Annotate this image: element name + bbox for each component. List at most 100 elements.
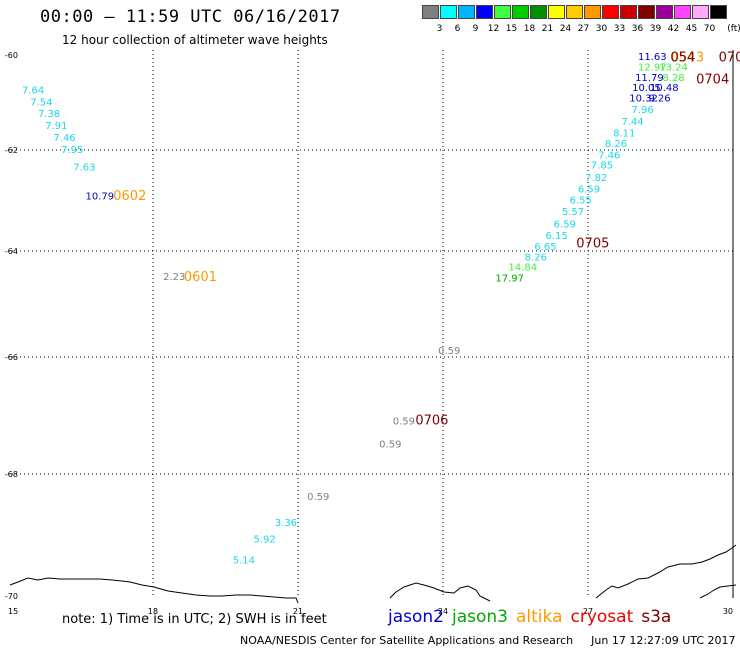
legend-label: 42 [667, 24, 680, 34]
legend-swatch [692, 5, 709, 19]
legend-swatch [710, 5, 727, 19]
wave-height-label: 7.44 [621, 117, 643, 128]
legend-label: 33 [613, 24, 626, 34]
legend-swatch [458, 5, 475, 19]
satellite-name: jason3 [452, 607, 508, 627]
pass-time-label: 0704 [696, 73, 729, 88]
wave-height-label: 7.96 [631, 105, 653, 116]
legend-swatch [422, 5, 439, 19]
wave-height-label: 0.59 [393, 416, 415, 427]
wave-height-label: 11.63 [638, 52, 667, 63]
wave-height-label: 7.38 [38, 109, 60, 120]
x-tick-label: 30 [723, 607, 733, 616]
x-tick-label: 18 [148, 607, 158, 616]
satellite-name: cryosat [570, 607, 634, 627]
legend-swatch [548, 5, 565, 19]
legend-swatch [620, 5, 637, 19]
coastline-path [9, 544, 737, 604]
legend-label: 9 [472, 24, 479, 34]
x-tick-label: 24 [438, 607, 448, 616]
wave-height-label: 12.97 [638, 63, 667, 74]
map-subtitle: 12 hour collection of altimeter wave hei… [62, 33, 328, 47]
wave-height-label: 7.95 [61, 145, 83, 156]
satellite-name: altika [516, 607, 563, 627]
legend-swatch [656, 5, 673, 19]
wave-height-label: 7.46 [53, 133, 75, 144]
legend-label: 18 [523, 24, 536, 34]
wave-height-label: 6.55 [570, 196, 592, 207]
wave-height-label: 7.64 [22, 85, 44, 96]
satellite-name: jason2 [388, 607, 444, 627]
coastline [9, 544, 737, 604]
wave-height-label: 7.46 [598, 151, 620, 162]
y-tick-label: -70 [5, 592, 18, 601]
wave-height-label: 8.26 [605, 139, 627, 150]
x-tick-label: 27 [583, 607, 593, 616]
wave-height-label: 17.97 [495, 274, 524, 285]
legend-label: 45 [685, 24, 698, 34]
satellite-legend: jason2 jason3 altika cryosat s3a [388, 607, 679, 627]
pass-time-label: 0602 [113, 189, 146, 204]
wave-height-label: 0.59 [438, 346, 460, 357]
wave-height-label: 9.26 [648, 94, 670, 105]
wave-height-label: 8.26 [525, 253, 547, 264]
y-tick-label: -66 [5, 353, 18, 362]
generated-timestamp: Jun 17 12:27:09 UTC 2017 [591, 634, 736, 647]
legend-label: 30 [595, 24, 608, 34]
wave-height-label: 2.23 [163, 272, 185, 283]
wave-height-label: 8.28 [662, 73, 684, 84]
legend-label: 6 [454, 24, 461, 34]
footnote: note: 1) Time is in UTC; 2) SWH is in fe… [62, 612, 327, 627]
pass-time-label: 054 [670, 51, 695, 66]
wave-height-label: 5.14 [233, 556, 255, 567]
satellite-name: s3a [641, 607, 672, 627]
wave-height-label: 5.57 [562, 207, 584, 218]
legend-swatch [602, 5, 619, 19]
wave-height-label: 10.05 [632, 83, 661, 94]
wave-height-label: 13.24 [659, 63, 688, 74]
wave-height-label: 7.85 [591, 161, 613, 172]
graticule [8, 50, 734, 598]
legend-swatch [494, 5, 511, 19]
pass-time-label: 0543 [671, 51, 704, 66]
y-tick-labels: -60 -62 -64 -66 -68 -70 [5, 51, 18, 601]
credit-line: NOAA/NESDIS Center for Satellite Applica… [240, 634, 740, 647]
x-tick-labels: 15 18 21 24 27 30 [8, 607, 733, 616]
pass-time-label: 070 [719, 51, 740, 66]
pass-time-label: 0705 [576, 236, 609, 251]
wave-height-label: 0.59 [307, 492, 329, 503]
legend-label: 39 [649, 24, 662, 34]
y-tick-label: -60 [5, 51, 18, 60]
legend-unit: (ft) [727, 24, 740, 34]
legend-label: 3 [436, 24, 443, 34]
legend-label: 27 [577, 24, 590, 34]
legend-swatch [566, 5, 583, 19]
wave-height-label: 10.79 [86, 191, 115, 202]
legend-label: 12 [487, 24, 500, 34]
legend-label: 15 [505, 24, 518, 34]
x-tick-label: 21 [293, 607, 303, 616]
legend-swatch [512, 5, 529, 19]
wave-height-labels: 7.647.547.387.917.467.957.6310.792.230.5… [22, 52, 688, 567]
wave-height-label: 10.32 [629, 94, 658, 105]
wave-height-label: 6.59 [554, 219, 576, 230]
map-title: 00:00 – 11:59 UTC 06/16/2017 [40, 7, 341, 27]
y-tick-label: -68 [5, 470, 18, 479]
wave-height-label: 6.65 [534, 242, 556, 253]
y-tick-label: -64 [5, 247, 18, 256]
legend-swatch [674, 5, 691, 19]
wave-height-label: 0.59 [379, 440, 401, 451]
wave-height-label: 6.59 [578, 184, 600, 195]
legend-label: 70 [703, 24, 716, 34]
legend-swatch [476, 5, 493, 19]
wave-height-label: 7.54 [30, 97, 52, 108]
x-tick-label: 15 [8, 607, 18, 616]
legend-swatch [530, 5, 547, 19]
wave-height-label: 14.84 [508, 263, 537, 274]
wave-height-label: 7.63 [73, 163, 95, 174]
legend-label: 21 [541, 24, 554, 34]
wave-height-label: 10.48 [650, 83, 679, 94]
legend-label: 36 [631, 24, 644, 34]
